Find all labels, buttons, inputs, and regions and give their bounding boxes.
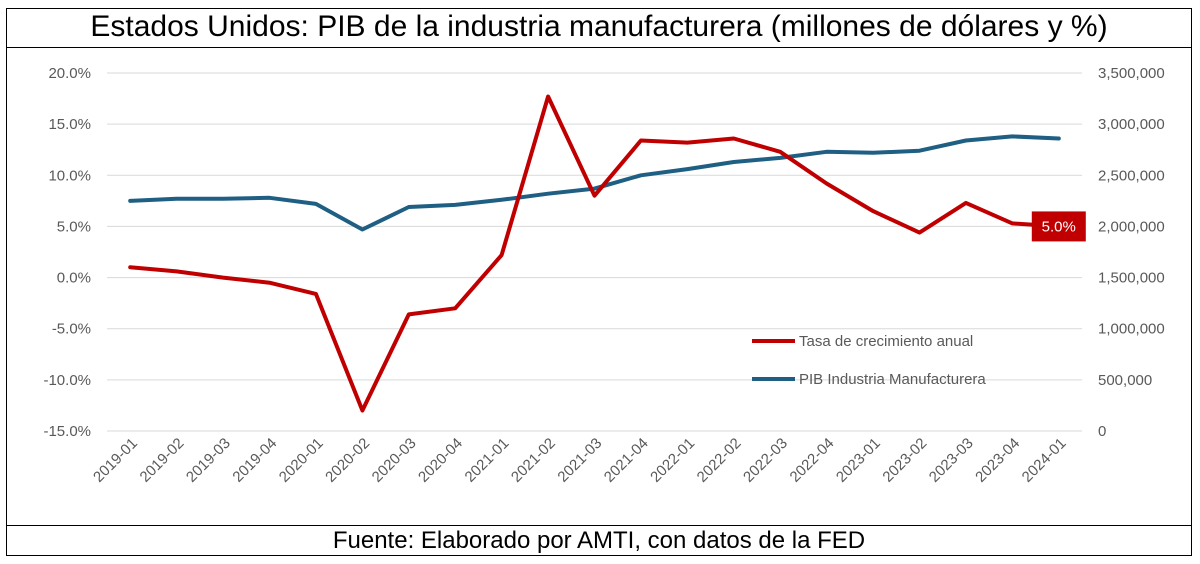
x-tick-label: 2019-01 — [90, 435, 141, 486]
x-tick-label: 2022-04 — [787, 435, 838, 486]
x-tick-label: 2019-03 — [183, 435, 234, 486]
left-tick-label: -15.0% — [43, 423, 91, 440]
x-tick-label: 2019-04 — [229, 435, 280, 486]
end-label-text: 5.0% — [1042, 218, 1076, 235]
end-value-label: 5.0% — [1031, 211, 1086, 242]
right-tick-label: 1,000,000 — [1098, 321, 1165, 338]
x-tick-label: 2019-02 — [137, 435, 188, 486]
left-tick-label: 0.0% — [57, 270, 91, 287]
x-tick-label: 2023-03 — [926, 435, 977, 486]
right-tick-label: 2,500,000 — [1098, 167, 1165, 184]
left-tick-label: 15.0% — [48, 116, 91, 133]
right-tick-label: 3,500,000 — [1098, 65, 1165, 82]
chart-title: Estados Unidos: PIB de la industria manu… — [6, 8, 1192, 48]
x-tick-label: 2021-03 — [554, 435, 605, 486]
right-tick-label: 0 — [1098, 423, 1106, 440]
growth-rate-line — [128, 94, 1061, 413]
x-tick-label: 2021-04 — [601, 435, 652, 486]
source-note: Fuente: Elaborado por AMTI, con datos de… — [6, 525, 1192, 556]
pib-line — [128, 134, 1061, 232]
right-tick-label: 3,000,000 — [1098, 116, 1165, 133]
left-tick-label: 5.0% — [57, 218, 91, 235]
left-tick-label: 20.0% — [48, 65, 91, 82]
x-tick-label: 2020-01 — [276, 435, 327, 486]
x-tick-label: 2023-02 — [879, 435, 930, 486]
left-axis-ticks: -15.0% -10.0% -5.0% 0.0% 5.0% 10.0% 15.0% 20.0% — [43, 65, 91, 440]
x-tick-label: 2024-01 — [1019, 435, 1070, 486]
x-tick-label: 2021-02 — [508, 435, 559, 486]
series-layer — [128, 94, 1061, 413]
x-tick-label: 2020-04 — [415, 435, 466, 486]
x-tick-label: 2022-02 — [694, 435, 745, 486]
right-axis-ticks: 0 500,000 1,000,000 1,500,000 2,000,000 2,500… — [1098, 65, 1165, 440]
legend-label: Tasa de crecimiento anual — [799, 333, 973, 350]
x-axis-ticks: 2019-012019-022019-032019-042020-012020-… — [90, 435, 1070, 486]
right-tick-label: 500,000 — [1098, 372, 1152, 389]
legend-label: PIB Industria Manufacturera — [799, 371, 986, 388]
right-tick-label: 2,000,000 — [1098, 218, 1165, 235]
left-tick-label: -10.0% — [43, 372, 91, 389]
x-tick-label: 2023-01 — [833, 435, 884, 486]
x-tick-label: 2022-01 — [647, 435, 698, 486]
chart-frame — [6, 8, 1192, 556]
end-label-box — [1031, 211, 1086, 242]
x-tick-label: 2020-03 — [369, 435, 420, 486]
x-tick-label: 2022-03 — [740, 435, 791, 486]
legend: Tasa de crecimiento anual PIB Industria M… — [752, 333, 986, 388]
left-tick-label: 10.0% — [48, 167, 91, 184]
x-tick-label: 2021-01 — [462, 435, 513, 486]
x-tick-label: 2023-04 — [972, 435, 1023, 486]
x-tick-label: 2020-02 — [322, 435, 373, 486]
left-tick-label: -5.0% — [52, 321, 91, 338]
right-tick-label: 1,500,000 — [1098, 270, 1165, 287]
